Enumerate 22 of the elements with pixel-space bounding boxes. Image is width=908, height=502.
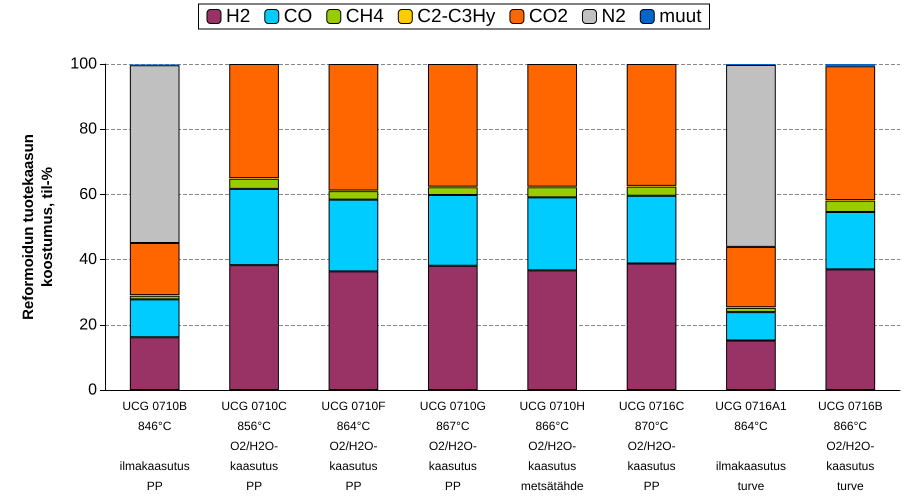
legend-label: C2-C3Hy [417,6,496,27]
legend-label: N2 [601,6,626,27]
x-tick-label: UCG 0710F 864°C O2/H2O- kaasutus PP [321,399,386,493]
y-tick-label: 40 [79,251,98,268]
legend-label: CO2 [528,6,568,27]
x-tick-label: UCG 0710C 856°C O2/H2O- kaasutus PP [221,399,288,493]
y-tick-label: 0 [88,382,98,398]
legend-label: H2 [226,6,250,27]
y-tick-label: 20 [79,316,98,334]
legend-label: CH4 [346,6,384,27]
legend-label: CO [284,6,312,27]
x-tick-label: UCG 0710H 866°C O2/H2O- kaasutus metsätähde [520,399,585,493]
y-tick-label: 80 [79,120,98,138]
x-tick-label: UCG 0710G 867°C O2/H2O- kaasutus PP [420,399,486,493]
y-tick-label: 60 [79,186,98,203]
y-axis-title: Reformoidun tuotekaasun koostumus, til-% [20,134,56,320]
category-label: UCG 0710B 846°C ilmakaasutus PP [120,399,190,493]
x-tick-label: UCG 0716B 866°C O2/H2O- kaasutus turve [818,399,883,493]
x-tick-label: UCG 0716C 870°C O2/H2O- kaasutus PP [618,399,685,493]
y-tick-label: 100 [70,56,98,72]
legend-label: muut [659,6,702,27]
category-label: UCG 0716A1 864°C ilmakaasutus turve [715,399,787,493]
